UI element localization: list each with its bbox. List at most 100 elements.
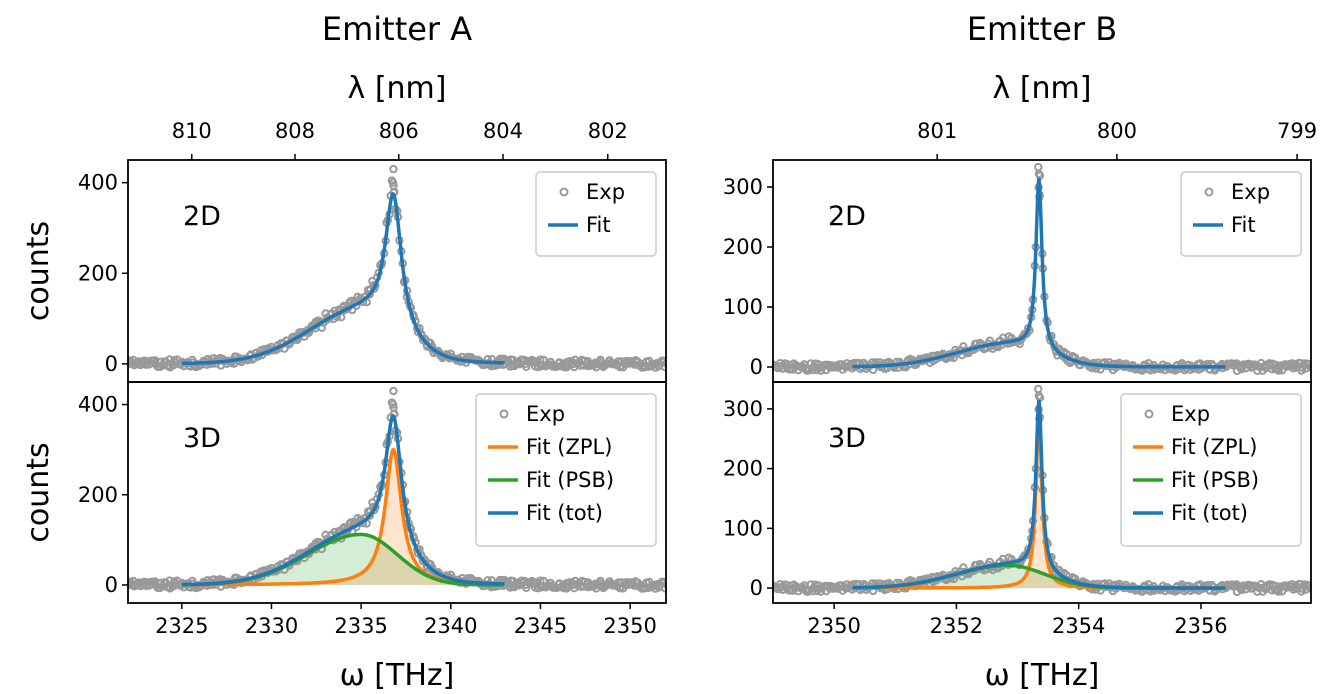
panel-tag: 3D [183, 423, 221, 454]
legend: Exp Fit [535, 171, 657, 257]
exp-point [1034, 391, 1044, 400]
legend-label: Fit (tot) [526, 501, 603, 525]
tot-line [181, 413, 505, 587]
exp-point [663, 361, 666, 369]
legend-marker-exp [1144, 409, 1154, 419]
legend-label: Fit (PSB) [526, 468, 614, 492]
x2-tick-label: 801 [917, 119, 957, 143]
exp-point [1320, 588, 1326, 594]
exp-point [764, 588, 770, 594]
exp-point [365, 290, 374, 299]
y-axis-label: counts [21, 442, 56, 542]
psb-fill [181, 534, 505, 585]
exp-point [742, 582, 748, 588]
x-tick-label: 2325 [155, 614, 208, 638]
y-tick-label: 0 [105, 352, 118, 376]
y-tick-label: 200 [723, 457, 763, 481]
legend-label: Exp [1171, 402, 1210, 426]
y-tick-label: 0 [105, 573, 118, 597]
legend: Exp Fit (ZPL) Fit (PSB) Fit (tot) [1120, 393, 1302, 547]
exp-point [1320, 367, 1326, 373]
exp-point [669, 580, 675, 586]
legend-label: Fit (tot) [1171, 501, 1248, 525]
exp-point [1307, 363, 1311, 372]
exp-point [1319, 587, 1325, 593]
exp-point [1324, 367, 1328, 373]
exp-point [739, 584, 745, 590]
plot-area [119, 386, 676, 593]
exp-point [741, 367, 747, 373]
legend-box [1120, 393, 1302, 547]
exp-point [803, 366, 812, 375]
exp-point [765, 586, 771, 592]
exp-point [741, 588, 747, 594]
x2-tick-label: 810 [172, 119, 212, 143]
x-tick-label: 2345 [514, 614, 567, 638]
exp-point [1324, 588, 1328, 594]
y-tick-label: 0 [750, 576, 763, 600]
exp-point [663, 582, 666, 590]
tot-line [852, 399, 1226, 590]
x-tick-label: 2356 [1174, 614, 1227, 638]
exp-point [119, 581, 125, 587]
x2-tick-label: 804 [483, 119, 523, 143]
y-tick-label: 100 [723, 516, 763, 540]
exp-point [1315, 584, 1321, 590]
x2-tick-label: 800 [1097, 119, 1137, 143]
exp-point [1313, 366, 1319, 372]
exp-point [739, 363, 745, 369]
exp-point [1034, 384, 1043, 394]
exp-point [1034, 162, 1043, 172]
exp-point [1314, 365, 1320, 371]
y-axis-label: counts [21, 221, 56, 321]
exp-point [1317, 588, 1323, 594]
exp-point [669, 359, 675, 365]
x2-axis-label: λ [nm] [348, 71, 447, 106]
exp-point [365, 511, 374, 520]
y-tick-label: 300 [723, 175, 763, 199]
y-tick-label: 0 [750, 355, 763, 379]
x-tick-label: 2335 [334, 614, 387, 638]
column-title: Emitter A [322, 10, 472, 48]
legend: Exp Fit [1180, 171, 1302, 257]
exp-point [663, 357, 666, 366]
exp-point [765, 365, 771, 371]
exp-point [388, 400, 398, 409]
x-tick-label: 2330 [245, 614, 298, 638]
y-tick-label: 400 [78, 171, 118, 195]
exp-point [1323, 361, 1328, 367]
exp-point [1315, 363, 1321, 369]
exp-point [663, 578, 666, 587]
x-tick-label: 2350 [603, 614, 656, 638]
y-tick-label: 300 [723, 397, 763, 421]
exp-point [1323, 582, 1328, 588]
x2-tick-label: 806 [379, 119, 419, 143]
panel-tag: 2D [183, 201, 221, 232]
exp-point [670, 585, 676, 591]
legend-marker-exp [1204, 187, 1214, 197]
x-tick-label: 2354 [1052, 614, 1105, 638]
panel-3: 0 100 200 300 801 800 799 λ [nm] Emitter B 2D Exp F… [723, 10, 1328, 383]
axes-frame [127, 381, 667, 604]
x-axis-label: ω [THz] [340, 658, 455, 693]
x-tick-label: 2340 [424, 614, 477, 638]
legend-label: Fit [1231, 213, 1256, 237]
exp-point [1298, 363, 1307, 372]
zpl-fill [852, 416, 1226, 589]
exp-point [670, 364, 676, 370]
legend-label: Fit [586, 213, 611, 237]
legend-label: Exp [1231, 180, 1270, 204]
column-title: Emitter B [967, 10, 1117, 48]
exp-point [1317, 367, 1323, 373]
exp-point [337, 313, 346, 322]
exp-point [668, 578, 674, 584]
panel-tag: 3D [828, 423, 866, 454]
plot-area [128, 164, 676, 372]
x2-tick-label: 799 [1277, 119, 1317, 143]
legend-label: Fit (PSB) [1171, 468, 1259, 492]
exp-point [764, 367, 770, 373]
exp-point [389, 386, 398, 396]
y-tick-label: 200 [723, 235, 763, 259]
panel-2: 0 200 400 2325 2330 2335 2340 2345 2350 ω [THz] co… [21, 381, 676, 693]
